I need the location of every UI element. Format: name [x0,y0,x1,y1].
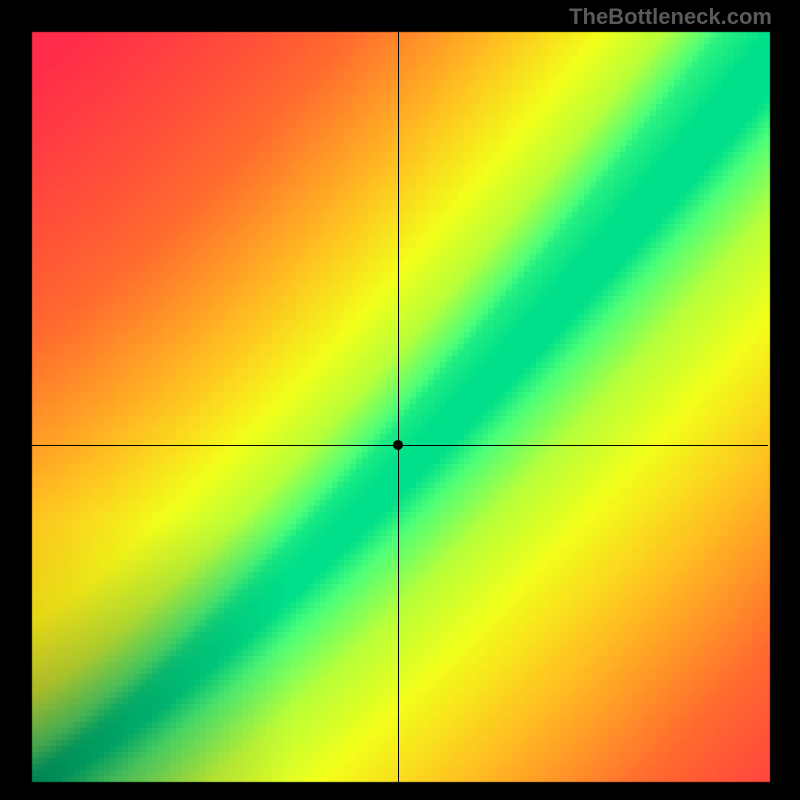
watermark-text: TheBottleneck.com [569,4,772,30]
bottleneck-heatmap: TheBottleneck.com [0,0,800,800]
crosshair-vertical [398,32,399,782]
heatmap-canvas [0,0,800,800]
selection-marker [393,440,403,450]
